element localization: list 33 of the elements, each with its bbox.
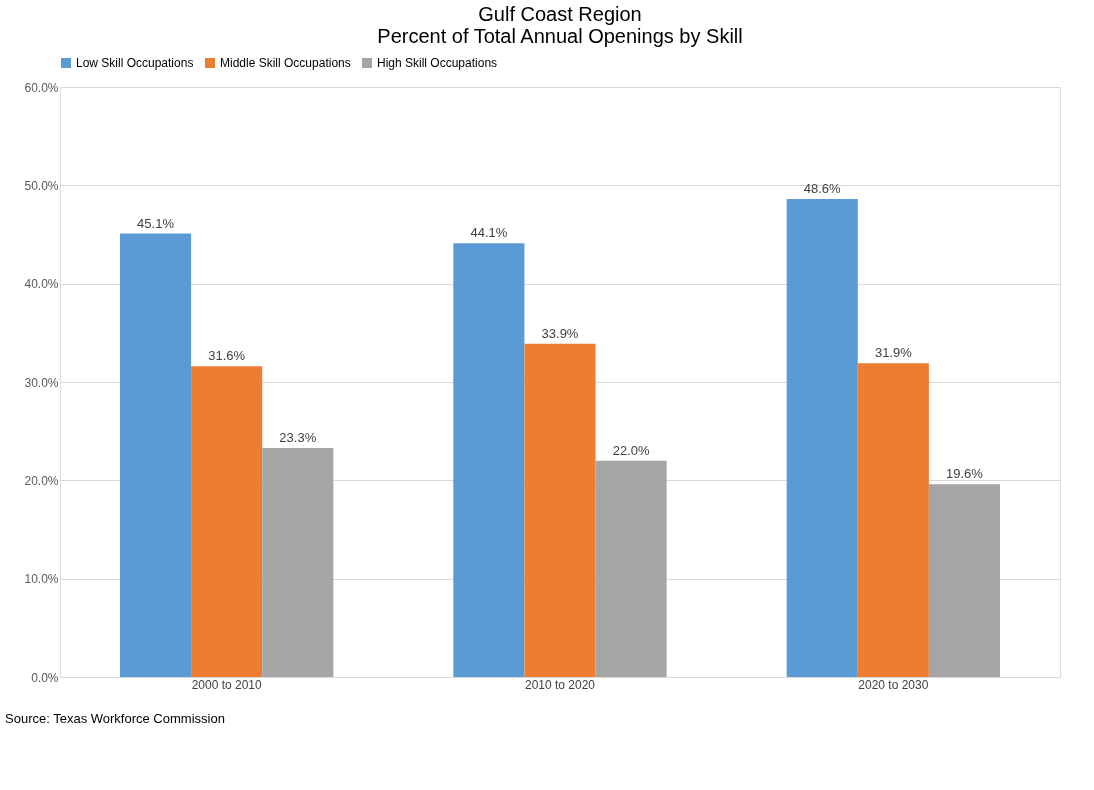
y-tick-label: 30.0%	[24, 375, 59, 390]
data-label: 33.9%	[541, 325, 579, 341]
data-label: 19.6%	[946, 466, 984, 482]
data-label: 48.6%	[803, 181, 842, 197]
x-tick-label: 2000 to 2010	[191, 677, 263, 692]
y-tick-label: 60.0%	[24, 80, 59, 95]
y-tick-label: 50.0%	[24, 178, 59, 193]
data-label: 44.1%	[470, 225, 508, 241]
data-label: 31.6%	[208, 348, 246, 364]
y-tick-label: 0.0%	[31, 670, 59, 685]
bar	[191, 366, 263, 677]
legend-label: Middle Skill Occupations	[220, 56, 351, 70]
bar	[120, 233, 192, 677]
bar	[453, 243, 525, 677]
source-note: Source: Texas Workforce Commission	[5, 711, 225, 726]
data-label: 23.3%	[279, 429, 317, 445]
bar	[786, 199, 858, 677]
y-tick-label: 40.0%	[24, 277, 59, 292]
y-tick-label: 20.0%	[24, 473, 59, 488]
bar	[524, 343, 596, 677]
data-label: 22.0%	[612, 442, 650, 458]
chart-title: Gulf Coast Region Percent of Total Annual Openings by Skill	[377, 3, 743, 47]
bar	[928, 484, 1000, 677]
y-tick-label: 10.0%	[24, 572, 59, 587]
data-label: 45.1%	[137, 215, 175, 231]
bar	[857, 363, 929, 677]
bar	[262, 447, 334, 677]
x-tick-label: 2020 to 2030	[858, 677, 929, 692]
data-label: 31.9%	[874, 345, 913, 361]
legend-label: Low Skill Occupations	[76, 56, 194, 70]
legend-label: High Skill Occupations	[377, 56, 498, 70]
x-tick-label: 2010 to 2020	[524, 677, 596, 692]
bar	[595, 460, 667, 677]
